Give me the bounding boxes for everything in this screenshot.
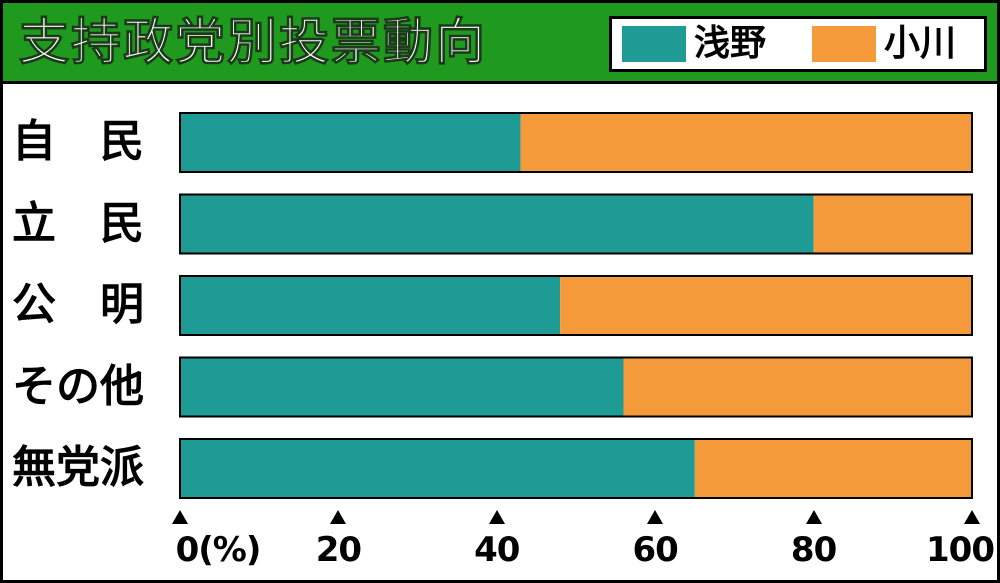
bar-segment-asano-3 [180,357,624,417]
bar-segment-asano-1 [180,194,814,254]
tick-label-3: 60 [632,530,679,570]
category-label-1: 立 民 [12,197,144,249]
bar-outline-4 [179,438,973,499]
bar-outline-3 [179,356,973,418]
bar-segment-ogawa-4 [694,439,972,498]
legend-label-ogawa: 小川 [884,23,957,64]
bar-outline-1 [179,193,973,255]
tick-arrow-4 [805,510,822,524]
bar-outline-2 [179,275,973,336]
bar-segment-ogawa-3 [623,357,972,417]
tick-arrow-3 [647,510,664,524]
legend-swatch-asano [622,26,686,62]
tick-arrow-5 [964,510,980,524]
category-label-2: 公 明 [12,279,144,330]
header-divider [3,81,997,84]
category-label-0: 自 民 [12,116,144,167]
tick-label-2: 40 [474,530,520,570]
bar-segment-asano-2 [180,276,561,335]
chart-title: 支持政党別投票動向 [19,13,487,72]
bar-segment-asano-4 [180,439,695,498]
legend-swatch-ogawa [812,26,876,62]
chart-legend: 浅野 小川 [609,16,987,72]
bar-segment-asano-0 [180,113,521,172]
bar-segment-ogawa-0 [520,113,972,172]
tick-label-5: 100 [926,530,995,570]
tick-arrow-1 [330,510,347,524]
tick-arrow-2 [488,510,505,524]
legend-label-asano: 浅野 [694,23,767,64]
tick-label-1: 20 [315,530,362,570]
bar-outline-0 [179,112,973,173]
category-label-4: 無党派 [12,442,144,493]
tick-arrow-0 [172,510,188,524]
tick-label-4: 80 [790,530,837,570]
tick-label-0: 0(%) [175,530,262,570]
chart-header: 支持政党別投票動向 浅野 小川 [3,3,997,81]
category-label-3: その他 [12,360,144,412]
bar-segment-ogawa-1 [813,194,972,254]
bar-segment-ogawa-2 [560,276,972,335]
